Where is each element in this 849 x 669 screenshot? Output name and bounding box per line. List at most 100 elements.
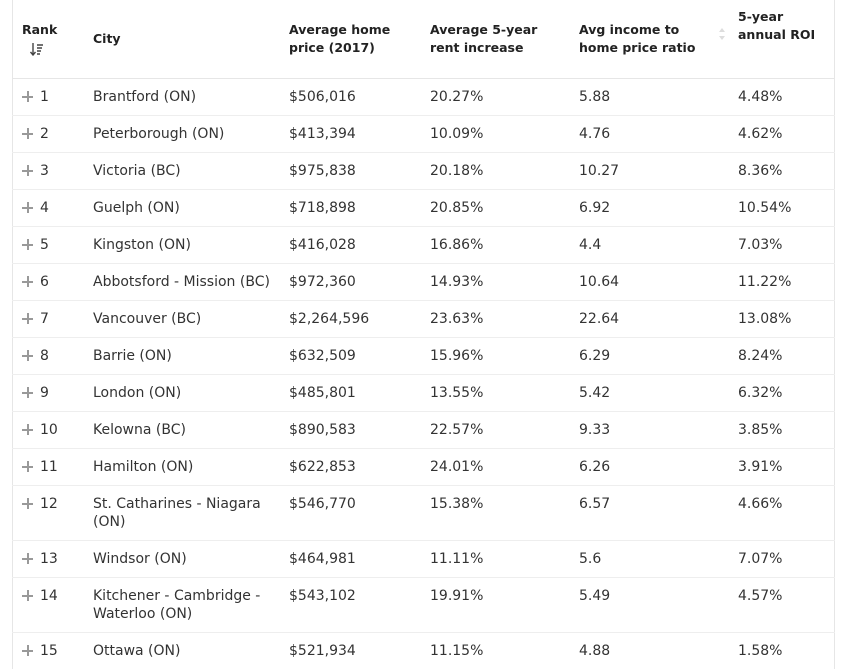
cell-text: 3 <box>40 163 49 179</box>
expand-icon[interactable] <box>22 276 33 287</box>
expand-icon[interactable] <box>22 313 33 324</box>
table-cell: 15.96% <box>422 337 571 375</box>
table-cell: $413,394 <box>281 115 422 153</box>
cell-text: 11.11% <box>430 551 484 567</box>
cell-text: 4.57% <box>738 588 783 604</box>
data-table: Rank City Average home price (2017) Aver… <box>12 0 835 669</box>
table-row: 4 Guelph (ON) $718,898 20.85% 6.92 10.54% <box>12 189 835 227</box>
cell-text: Peterborough (ON) <box>93 126 225 142</box>
cell-text: 6.26 <box>579 459 611 475</box>
expand-icon[interactable] <box>22 498 33 509</box>
expand-icon[interactable] <box>22 165 33 176</box>
cell-text: 9 <box>40 385 49 401</box>
cell-text: 6.92 <box>579 200 611 216</box>
table-cell: 6.92 <box>571 189 730 227</box>
table-cell: 11 <box>12 448 85 486</box>
cell-text: Guelph (ON) <box>93 200 180 216</box>
expand-icon[interactable] <box>22 128 33 139</box>
expand-icon[interactable] <box>22 202 33 213</box>
header-cell[interactable]: City <box>85 0 281 79</box>
table-row: 3 Victoria (BC) $975,838 20.18% 10.27 8.36% <box>12 152 835 190</box>
table-cell: 5.49 <box>571 577 730 633</box>
table-cell: 20.85% <box>422 189 571 227</box>
table-cell: 3.91% <box>730 448 835 486</box>
table-cell: 2 <box>12 115 85 153</box>
header-text: 5-year annual ROI <box>738 9 816 42</box>
table-cell: $464,981 <box>281 540 422 578</box>
cell-text: Kitchener - Cambridge - Waterloo (ON) <box>93 588 261 622</box>
header-cell[interactable]: Rank <box>12 0 85 79</box>
table-cell: 16.86% <box>422 226 571 264</box>
expand-icon[interactable] <box>22 590 33 601</box>
header-text: Rank <box>22 22 58 37</box>
table-cell: St. Catharines - Niagara (ON) <box>85 485 281 541</box>
table-cell: Brantford (ON) <box>85 78 281 116</box>
cell-text: 20.85% <box>430 200 484 216</box>
table-cell: 4.88 <box>571 632 730 669</box>
cell-text: 10.27 <box>579 163 620 179</box>
cell-text: 19.91% <box>430 588 484 604</box>
expand-icon[interactable] <box>22 350 33 361</box>
header-text: City <box>93 31 121 46</box>
cell-text: 13.08% <box>738 311 792 327</box>
cell-text: $416,028 <box>289 237 356 253</box>
cell-text: $521,934 <box>289 643 356 659</box>
header-cell[interactable]: Avg income to home price ratio <box>571 0 730 79</box>
table-cell: 3.85% <box>730 411 835 449</box>
table-cell: 7 <box>12 300 85 338</box>
table-cell: 5.88 <box>571 78 730 116</box>
cell-text: Hamilton (ON) <box>93 459 194 475</box>
cell-text: Victoria (BC) <box>93 163 181 179</box>
table-cell: 5.6 <box>571 540 730 578</box>
cell-text: 1.58% <box>738 643 783 659</box>
expand-icon[interactable] <box>22 91 33 102</box>
table-row: 7 Vancouver (BC) $2,264,596 23.63% 22.64 13.0… <box>12 300 835 338</box>
cell-text: 15.38% <box>430 496 484 512</box>
expand-icon[interactable] <box>22 387 33 398</box>
cell-text: 3.85% <box>738 422 783 438</box>
expand-icon[interactable] <box>22 553 33 564</box>
cell-text: 15.96% <box>430 348 484 364</box>
table-cell: $975,838 <box>281 152 422 190</box>
cell-text: Windsor (ON) <box>93 551 187 567</box>
table-cell: 4.4 <box>571 226 730 264</box>
cell-text: 13.55% <box>430 385 484 401</box>
cell-text: 4.4 <box>579 237 602 253</box>
cell-text: 11.22% <box>738 274 792 290</box>
cell-text: $718,898 <box>289 200 356 216</box>
header-cell[interactable]: 5-year annual ROI <box>730 0 835 79</box>
cell-text: 6.32% <box>738 385 783 401</box>
table-row: 2 Peterborough (ON) $413,394 10.09% 4.76 4.62… <box>12 115 835 153</box>
header-cell[interactable]: Average home price (2017) <box>281 0 422 79</box>
table-cell: Ottawa (ON) <box>85 632 281 669</box>
table-row: 10 Kelowna (BC) $890,583 22.57% 9.33 3.85% <box>12 411 835 449</box>
expand-icon[interactable] <box>22 461 33 472</box>
table-cell: Barrie (ON) <box>85 337 281 375</box>
table-cell: Guelph (ON) <box>85 189 281 227</box>
header-cell[interactable]: Average 5-year rent increase <box>422 0 571 79</box>
table-cell: Victoria (BC) <box>85 152 281 190</box>
cell-text: Brantford (ON) <box>93 89 197 105</box>
cell-text: 9.33 <box>579 422 611 438</box>
cell-text: 4.62% <box>738 126 783 142</box>
cell-text: 14.93% <box>430 274 484 290</box>
header-text: Average 5-year rent increase <box>430 22 538 55</box>
expand-icon[interactable] <box>22 239 33 250</box>
expand-icon[interactable] <box>22 424 33 435</box>
table-cell: 24.01% <box>422 448 571 486</box>
cell-text: 20.18% <box>430 163 484 179</box>
cell-text: $464,981 <box>289 551 356 567</box>
table-cell: $2,264,596 <box>281 300 422 338</box>
table-cell: 3 <box>12 152 85 190</box>
table-cell: 7.07% <box>730 540 835 578</box>
cell-text: $413,394 <box>289 126 356 142</box>
cell-text: 16.86% <box>430 237 484 253</box>
cell-text: $543,102 <box>289 588 356 604</box>
sort-icon <box>719 28 725 40</box>
cell-text: 7.03% <box>738 237 783 253</box>
table-cell: 14.93% <box>422 263 571 301</box>
expand-icon[interactable] <box>22 645 33 656</box>
cell-text: St. Catharines - Niagara (ON) <box>93 496 261 530</box>
